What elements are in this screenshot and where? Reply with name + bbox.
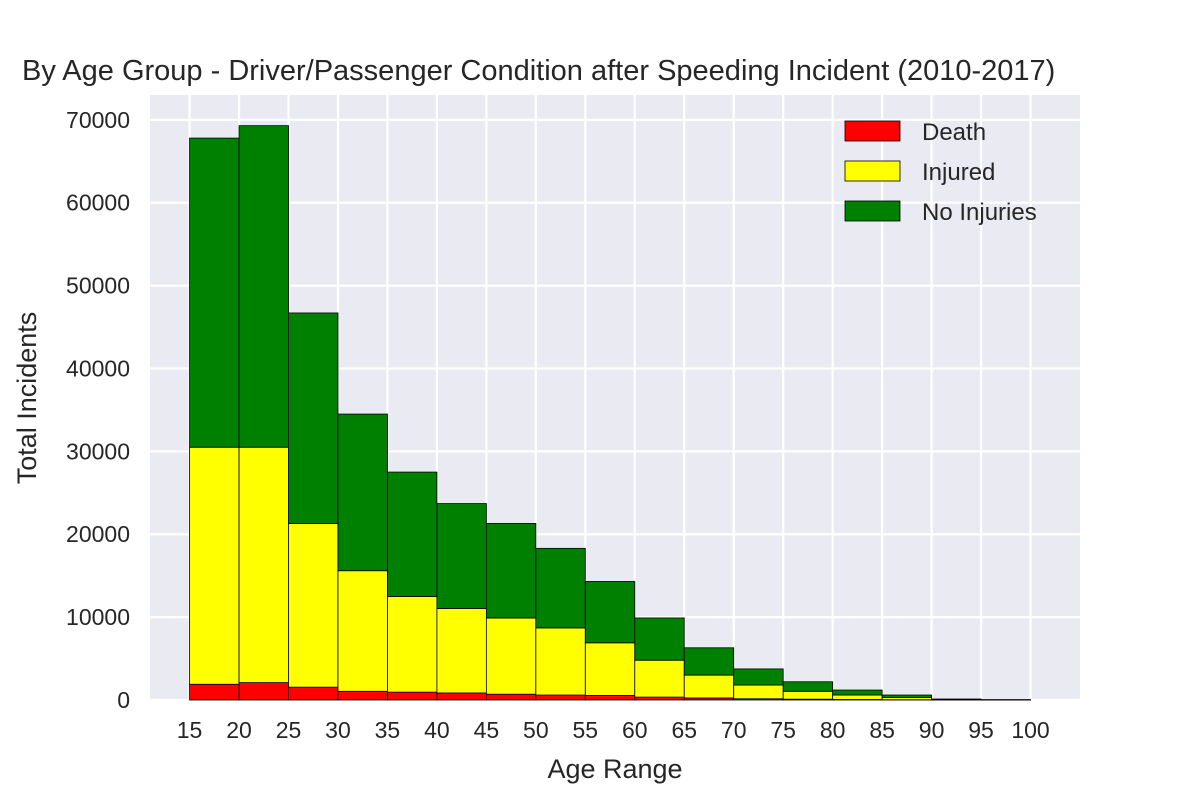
x-tick-label: 70 [721, 717, 747, 743]
y-tick-label: 0 [117, 687, 130, 713]
bar-segment-no-injuries [584, 581, 636, 644]
x-tick-label: 30 [325, 717, 351, 743]
x-tick-label: 90 [919, 717, 945, 743]
y-tick-label: 70000 [66, 107, 130, 133]
bar-segment-injured [584, 642, 636, 696]
x-tick-label: 75 [770, 717, 796, 743]
bar-segment-death [584, 695, 636, 701]
bar-segment-injured [337, 570, 388, 692]
bar-segment-no-injuries [931, 698, 982, 700]
y-tick-labels: 0 10000 20000 30000 40000 50000 60000 70000 [66, 107, 130, 713]
y-axis-label: Total Incidents [12, 312, 42, 485]
bars [189, 125, 1031, 701]
legend-label: Injured [922, 159, 995, 186]
x-axis-label: Age Range [547, 754, 682, 784]
x-tick-label: 65 [671, 717, 697, 743]
legend-swatch [844, 160, 901, 182]
y-tick-label: 30000 [66, 438, 130, 464]
bar-segment-death [436, 692, 487, 701]
legend-label: Death [922, 119, 986, 146]
x-tick-label: 35 [375, 717, 401, 743]
legend-swatch [844, 200, 901, 222]
x-tick-label: 15 [177, 717, 203, 743]
bar-segment-injured [189, 446, 240, 685]
x-tick-label: 20 [226, 717, 252, 743]
bar-segment-injured [535, 627, 586, 696]
bar-segment-injured [733, 684, 784, 700]
bar-segment-no-injuries [337, 413, 388, 572]
bar-segment-injured [485, 617, 537, 695]
y-tick-label: 60000 [66, 190, 130, 216]
bar-segment-no-injuries [189, 137, 240, 448]
x-tick-label: 100 [1011, 717, 1049, 743]
bar-segment-death [485, 693, 537, 701]
bar-segment-death [238, 682, 289, 701]
y-tick-label: 20000 [66, 521, 130, 547]
legend-label: No Injuries [922, 199, 1037, 226]
bar-segment-no-injuries [387, 471, 438, 597]
bar-segment-no-injuries [535, 547, 586, 629]
bar-segment-no-injuries [288, 312, 339, 524]
bar-segment-death [288, 686, 339, 701]
legend-swatch [844, 120, 901, 142]
bar-segment-no-injuries [881, 694, 932, 698]
bar-segment-no-injuries [782, 681, 834, 692]
bar-segment-no-injuries [733, 668, 784, 686]
x-tick-label: 45 [474, 717, 500, 743]
x-tick-label: 50 [523, 717, 549, 743]
y-tick-label: 50000 [66, 273, 130, 299]
bar-segment-injured [634, 659, 685, 698]
chart-title: By Age Group - Driver/Passenger Conditio… [22, 55, 1055, 87]
bar-segment-injured [436, 608, 487, 694]
x-tick-label: 80 [820, 717, 846, 743]
bar-segment-no-injuries [634, 617, 685, 661]
bar-segment-injured [782, 690, 834, 700]
bar-segment-injured [238, 446, 289, 683]
bar-segment-injured [832, 694, 883, 700]
x-tick-label: 25 [276, 717, 302, 743]
bar-segment-no-injuries [485, 523, 537, 619]
bar-segment-no-injuries [238, 125, 289, 448]
x-tick-label: 40 [424, 717, 450, 743]
bar-segment-injured [387, 596, 438, 693]
x-tick-labels: 15 20 25 30 35 40 45 50 55 60 65 70 75 80 85 90 95 100 [177, 717, 1050, 743]
y-tick-label: 10000 [66, 604, 130, 630]
bar-segment-death [337, 690, 388, 701]
bar-segment-death [189, 683, 240, 701]
bar-segment-injured [683, 674, 735, 699]
bar-segment-no-injuries [683, 647, 735, 676]
bar-segment-injured [288, 523, 339, 688]
bar-segment-death [634, 696, 685, 701]
legend: Death Injured No Injuries [844, 119, 1037, 226]
bar-segment-death [387, 691, 438, 701]
y-tick-label: 40000 [66, 355, 130, 381]
x-tick-label: 55 [573, 717, 599, 743]
x-tick-label: 95 [968, 717, 994, 743]
bar-segment-no-injuries [436, 503, 487, 609]
bar-segment-no-injuries [832, 689, 883, 696]
x-tick-label: 85 [869, 717, 895, 743]
x-tick-label: 60 [622, 717, 648, 743]
bar-segment-death [535, 694, 586, 701]
